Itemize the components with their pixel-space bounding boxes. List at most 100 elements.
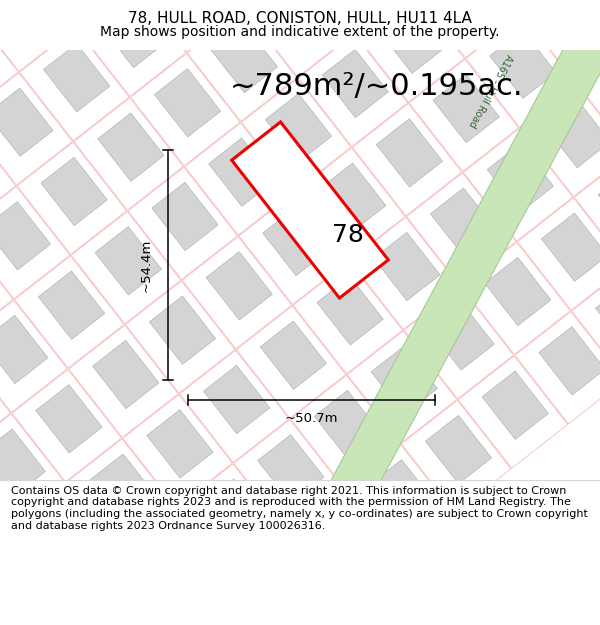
Polygon shape — [580, 0, 600, 39]
Polygon shape — [482, 371, 548, 439]
Polygon shape — [547, 0, 600, 54]
Text: Contains OS data © Crown copyright and database right 2021. This information is : Contains OS data © Crown copyright and d… — [11, 486, 587, 531]
Polygon shape — [92, 340, 159, 409]
Polygon shape — [98, 113, 164, 181]
Polygon shape — [293, 262, 403, 374]
Polygon shape — [596, 282, 600, 351]
Polygon shape — [147, 409, 213, 478]
Polygon shape — [572, 268, 600, 379]
Polygon shape — [374, 232, 440, 301]
Text: ~789m²/~0.195ac.: ~789m²/~0.195ac. — [230, 72, 523, 101]
Polygon shape — [95, 227, 161, 295]
Polygon shape — [201, 479, 267, 548]
Polygon shape — [125, 281, 235, 393]
Polygon shape — [541, 213, 600, 281]
Polygon shape — [425, 416, 491, 484]
Polygon shape — [539, 327, 600, 395]
Polygon shape — [0, 458, 8, 571]
Polygon shape — [598, 169, 600, 237]
Polygon shape — [206, 252, 272, 320]
Polygon shape — [288, 489, 398, 601]
Polygon shape — [322, 49, 388, 118]
Polygon shape — [0, 231, 13, 343]
Polygon shape — [312, 504, 378, 572]
Polygon shape — [320, 0, 600, 521]
Polygon shape — [177, 464, 287, 576]
Polygon shape — [515, 312, 600, 424]
Polygon shape — [149, 296, 215, 364]
Polygon shape — [66, 439, 176, 551]
Polygon shape — [436, 0, 502, 29]
Polygon shape — [232, 122, 388, 298]
Polygon shape — [157, 0, 223, 23]
Polygon shape — [347, 331, 457, 443]
Polygon shape — [463, 129, 573, 241]
Polygon shape — [234, 419, 343, 532]
Polygon shape — [574, 154, 600, 266]
Polygon shape — [179, 350, 289, 462]
Polygon shape — [131, 54, 240, 166]
Polygon shape — [128, 168, 238, 279]
Polygon shape — [379, 5, 445, 73]
Polygon shape — [485, 258, 551, 326]
Polygon shape — [352, 104, 462, 216]
Polygon shape — [71, 211, 181, 324]
Polygon shape — [0, 4, 18, 116]
Polygon shape — [0, 202, 50, 270]
Polygon shape — [430, 188, 497, 256]
Polygon shape — [0, 429, 46, 498]
Polygon shape — [154, 69, 221, 137]
Polygon shape — [345, 444, 454, 557]
Polygon shape — [490, 30, 556, 98]
Polygon shape — [268, 0, 334, 48]
Polygon shape — [0, 117, 16, 229]
Polygon shape — [185, 123, 294, 235]
Polygon shape — [152, 182, 218, 251]
Polygon shape — [257, 434, 324, 503]
Polygon shape — [74, 98, 184, 210]
Polygon shape — [260, 321, 326, 389]
Polygon shape — [133, 0, 242, 52]
Polygon shape — [517, 198, 600, 310]
Polygon shape — [298, 34, 408, 146]
Polygon shape — [320, 163, 386, 231]
Polygon shape — [182, 236, 292, 349]
Polygon shape — [0, 0, 75, 71]
Polygon shape — [10, 483, 119, 596]
Polygon shape — [0, 88, 53, 156]
Text: ~50.7m: ~50.7m — [285, 411, 338, 424]
Polygon shape — [121, 508, 230, 621]
Polygon shape — [69, 325, 178, 437]
Polygon shape — [244, 0, 353, 77]
Polygon shape — [0, 186, 70, 299]
Polygon shape — [301, 0, 410, 33]
Polygon shape — [368, 459, 435, 528]
Polygon shape — [523, 0, 600, 83]
Polygon shape — [203, 365, 270, 434]
Polygon shape — [265, 94, 332, 162]
Polygon shape — [0, 300, 67, 412]
Text: A165 - Hull Road: A165 - Hull Road — [466, 52, 514, 128]
Text: 78: 78 — [332, 223, 364, 247]
Polygon shape — [461, 242, 570, 354]
Polygon shape — [487, 144, 554, 212]
Polygon shape — [520, 84, 600, 196]
Polygon shape — [190, 0, 299, 8]
Polygon shape — [36, 384, 102, 453]
Polygon shape — [14, 256, 124, 368]
Polygon shape — [577, 40, 600, 152]
Polygon shape — [409, 59, 518, 171]
Polygon shape — [123, 394, 232, 507]
Polygon shape — [12, 369, 121, 482]
Polygon shape — [458, 356, 568, 468]
Polygon shape — [401, 400, 511, 512]
Polygon shape — [100, 0, 167, 68]
Polygon shape — [236, 306, 346, 418]
Polygon shape — [0, 0, 56, 42]
Polygon shape — [33, 498, 100, 567]
Polygon shape — [350, 217, 460, 329]
Polygon shape — [239, 192, 349, 304]
Polygon shape — [38, 271, 105, 339]
Polygon shape — [0, 0, 21, 2]
Polygon shape — [211, 24, 278, 92]
